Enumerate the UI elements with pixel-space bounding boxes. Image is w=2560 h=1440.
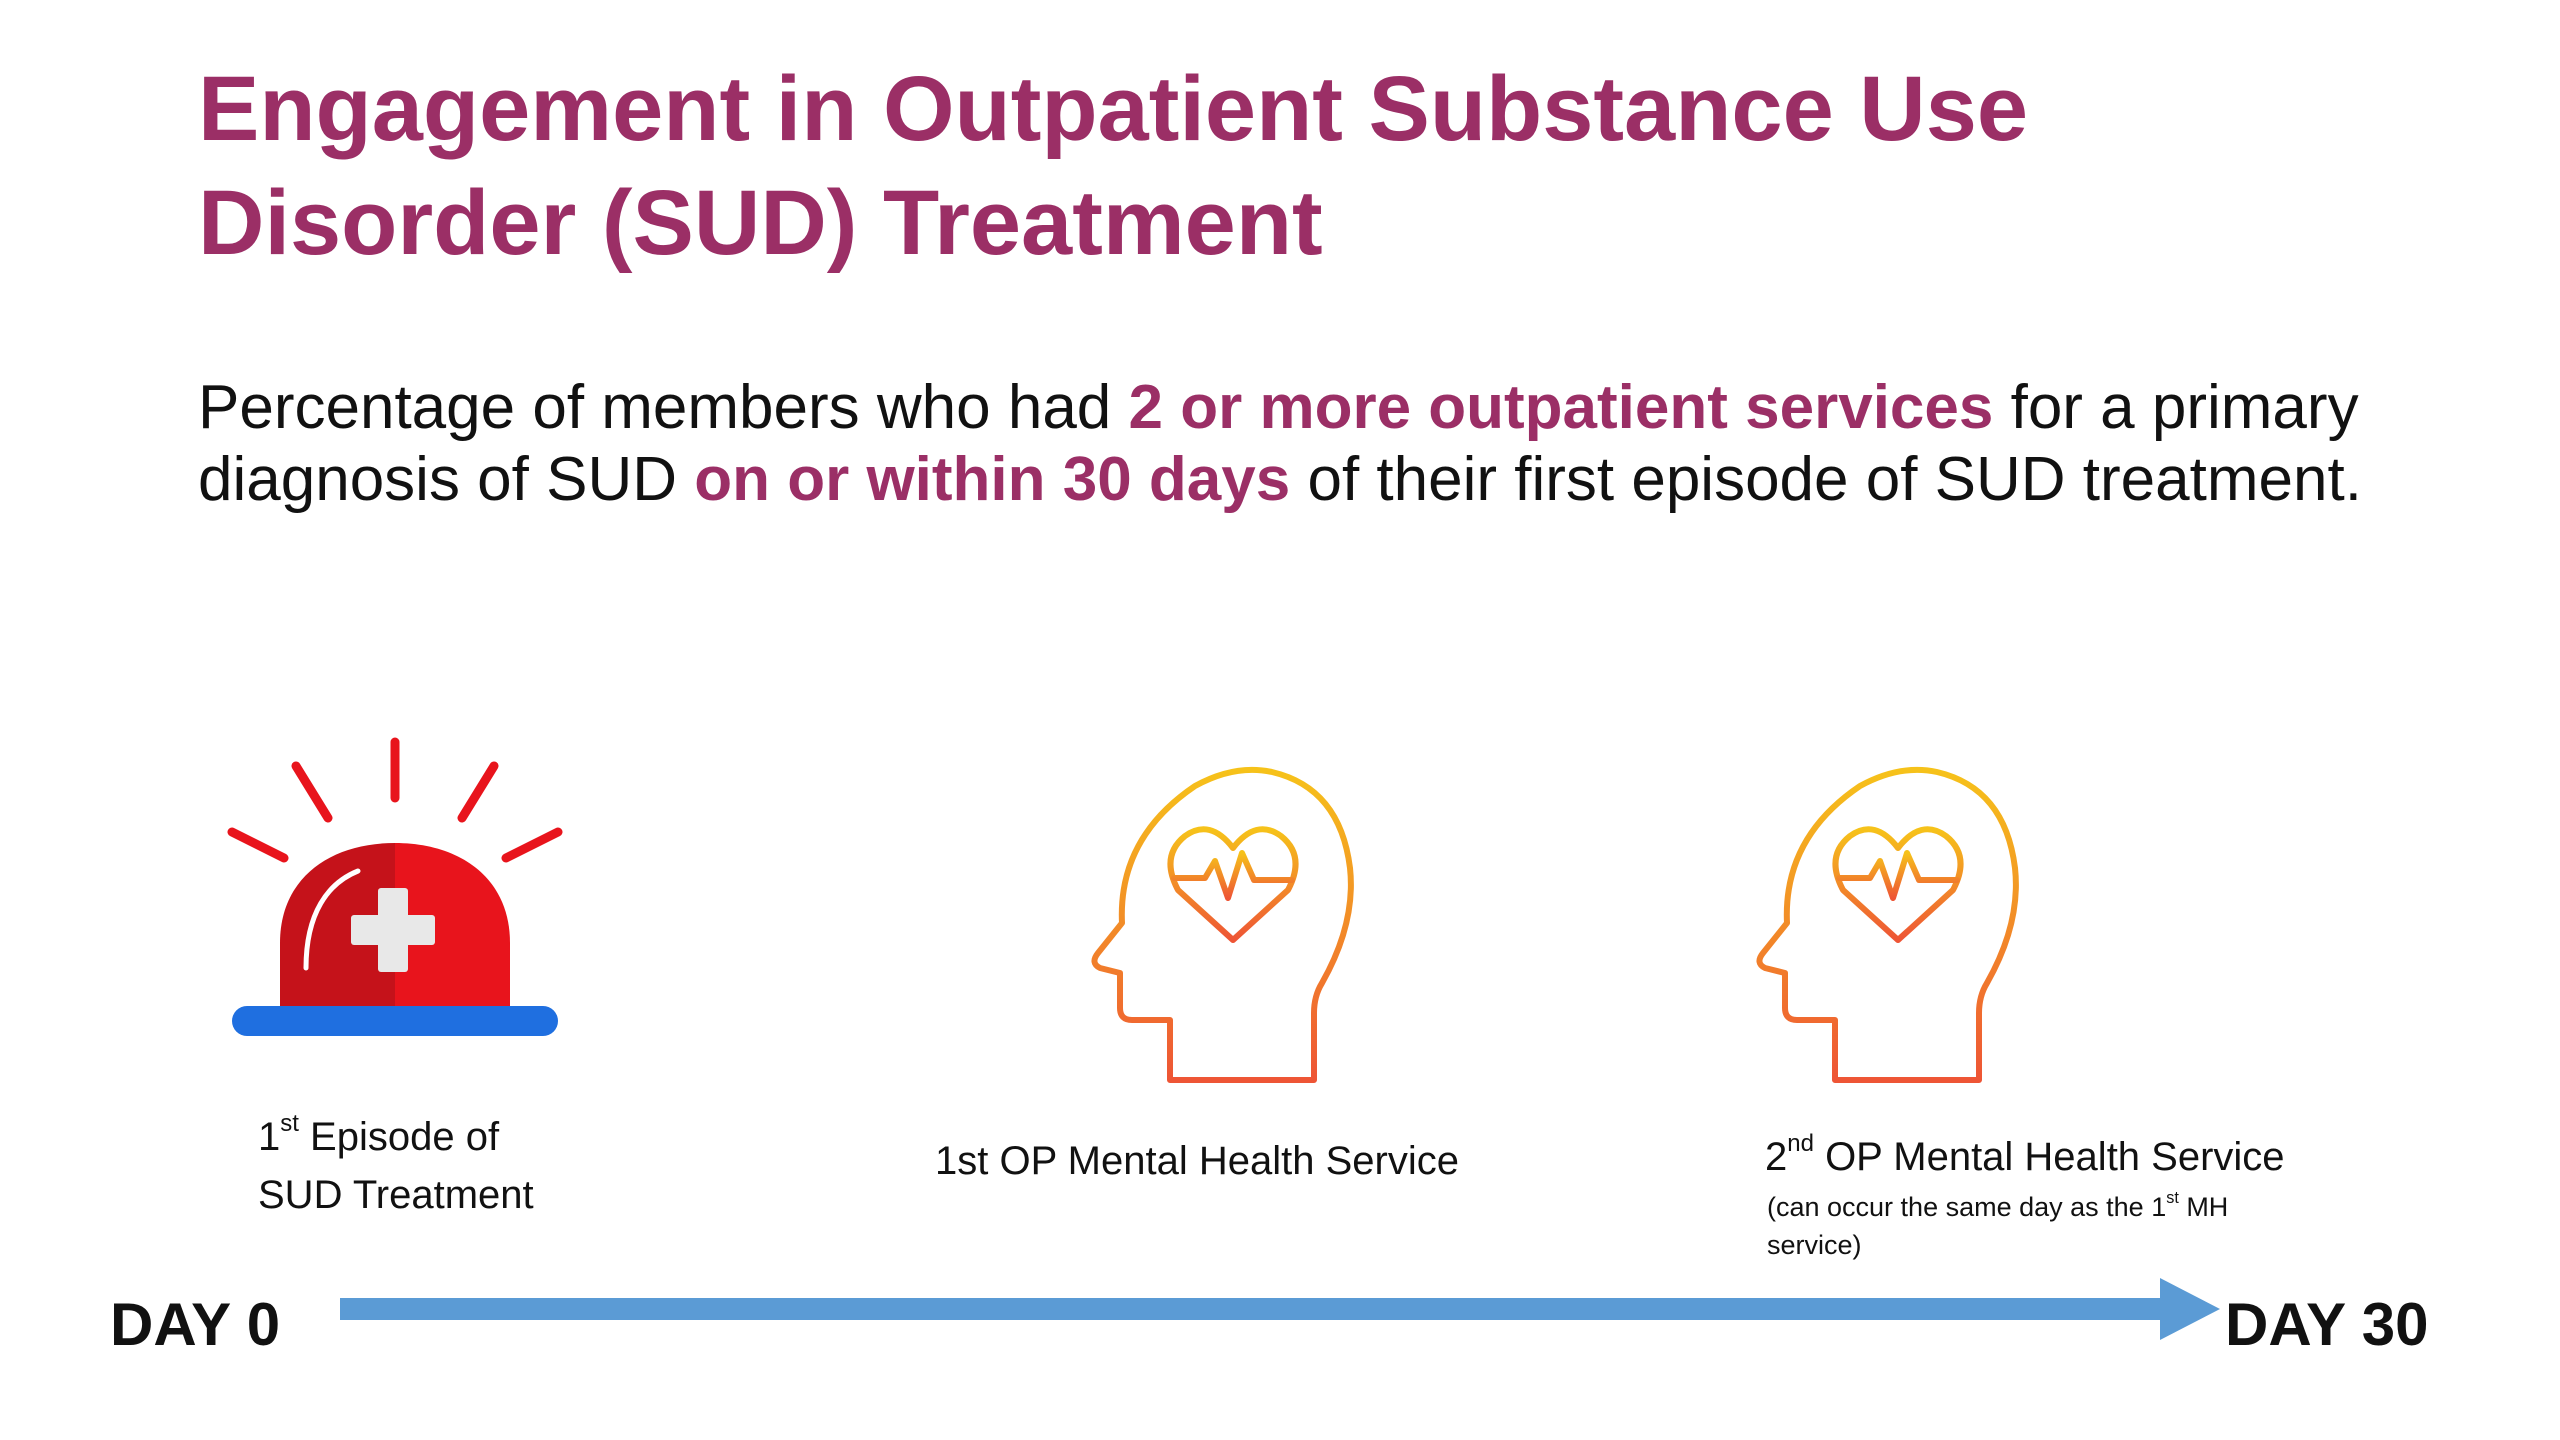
second-service-note: (can occur the same day as the 1st MH se… [1767,1188,2229,1260]
second-service-label: 2nd OP Mental Health Service [1765,1129,2285,1179]
head-heart-icon [1091,766,1354,1083]
episode-label: 1st Episode of SUD Treatment [258,1108,534,1224]
highlight-30-days: on or within 30 days [694,445,1291,514]
episode-label-line1: 1st Episode of [258,1109,500,1159]
highlight-outpatient-services: 2 or more outpatient services [1128,373,1994,442]
episode-label-line2: SUD Treatment [258,1173,534,1217]
measure-description: Percentage of members who had 2 or more … [198,372,2448,516]
head-heart-icon [1756,766,2019,1083]
siren-icon [227,737,563,1036]
description-text: for a primary diagnosis of SUD [198,373,2359,514]
description-text: Percentage of members who had [198,373,1129,442]
page-title: Engagement in Outpatient Substance Use D… [198,58,2029,274]
day-0-label: DAY 0 [110,1291,281,1358]
first-service-label: 1st OP Mental Health Service [935,1139,1459,1183]
description-text: of their first episode of SUD treatment. [1290,445,2362,514]
timeline-arrow [340,1278,2220,1340]
day-30-label: DAY 30 [2225,1291,2429,1358]
